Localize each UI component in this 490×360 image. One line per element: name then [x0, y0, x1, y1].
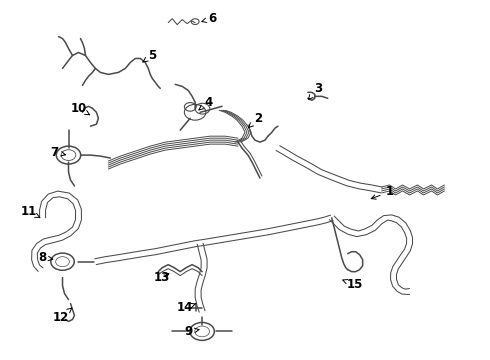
Text: 3: 3 — [309, 82, 322, 99]
Text: 1: 1 — [371, 185, 393, 199]
Text: 10: 10 — [71, 102, 90, 115]
Text: 12: 12 — [52, 308, 72, 324]
Text: 15: 15 — [343, 278, 363, 291]
Text: 14: 14 — [177, 301, 196, 314]
Text: 9: 9 — [184, 325, 199, 338]
Text: 7: 7 — [50, 145, 66, 159]
Text: 2: 2 — [249, 112, 262, 127]
Text: 13: 13 — [154, 271, 171, 284]
Text: 8: 8 — [38, 251, 53, 264]
Text: 6: 6 — [202, 12, 216, 25]
Text: 4: 4 — [199, 96, 212, 110]
Text: 11: 11 — [21, 205, 40, 219]
Text: 5: 5 — [143, 49, 156, 62]
